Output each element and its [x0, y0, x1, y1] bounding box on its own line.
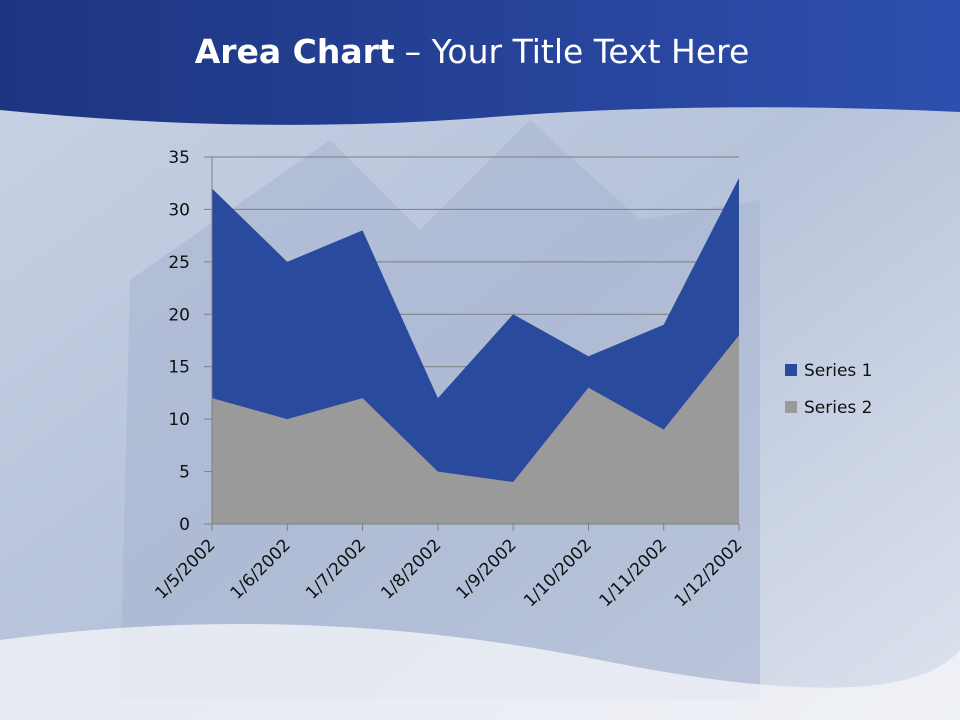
title-bold: Area Chart: [195, 32, 395, 71]
y-tick-label: 5: [179, 463, 190, 483]
y-tick-label: 15: [168, 358, 190, 378]
y-tick-label: 25: [168, 253, 190, 273]
title-rest: – Your Title Text Here: [405, 32, 750, 71]
legend-swatch: [785, 364, 797, 376]
slide-title: Area Chart – Your Title Text Here: [195, 32, 750, 71]
y-tick-label: 10: [168, 410, 190, 430]
area: [212, 335, 739, 524]
legend-swatch: [785, 401, 797, 413]
title-band: [0, 0, 960, 125]
y-tick-label: 20: [168, 305, 190, 325]
y-tick-label: 35: [168, 148, 190, 168]
legend-label: Series 1: [804, 361, 873, 381]
y-tick-label: 30: [168, 200, 190, 220]
snow: [0, 624, 960, 720]
legend-label: Series 2: [804, 398, 873, 418]
y-tick-label: 0: [179, 515, 190, 535]
